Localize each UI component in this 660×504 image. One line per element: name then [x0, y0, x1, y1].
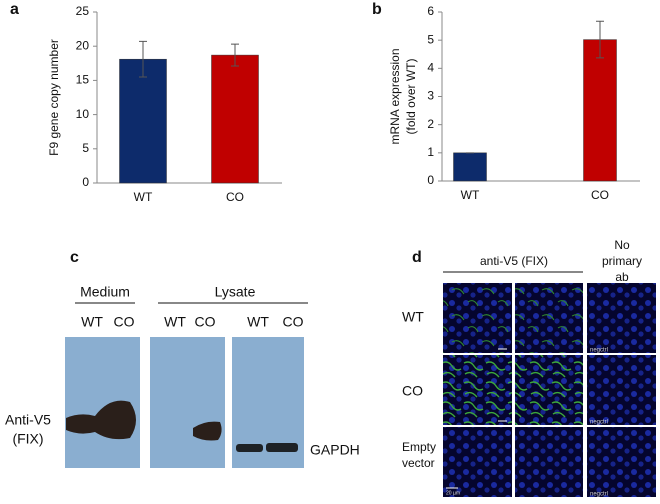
y-tick-label: 10	[76, 107, 90, 121]
panel-label: a	[10, 1, 19, 18]
blot-images	[65, 302, 308, 468]
panel-label: d	[412, 249, 422, 266]
lane-label: CO	[114, 314, 135, 330]
y-tick-label: 15	[76, 73, 90, 87]
lane-label: WT	[164, 314, 186, 330]
error-bar	[231, 43, 239, 67]
y-tick-label: 0	[82, 175, 89, 189]
row-label: vector	[402, 456, 435, 470]
column-header: No	[614, 238, 630, 252]
x-tick-label: CO	[226, 190, 244, 204]
y-tick-label: 5	[82, 141, 89, 155]
bar	[453, 152, 487, 182]
row-label: WT	[402, 309, 424, 325]
y-tick-label: 6	[427, 4, 434, 18]
bar	[583, 39, 617, 182]
y-tick-label: 0	[427, 173, 434, 187]
lane-label: WT	[247, 314, 269, 330]
image-tag: negctrl	[590, 348, 608, 354]
y-tick-label: 2	[427, 117, 434, 131]
column-header: anti-V5 (FIX)	[480, 254, 548, 268]
error-bar	[139, 40, 147, 78]
column-header: primary	[602, 254, 642, 268]
scale-bar-label: 20 µm	[446, 490, 460, 496]
antibody-label: (FIX)	[12, 431, 43, 447]
y-axis-label: (fold over WT)	[404, 58, 418, 134]
lane-label: CO	[195, 314, 216, 330]
x-tick-label: CO	[591, 188, 609, 202]
group-label: Lysate	[215, 284, 256, 300]
antibody-label: Anti-V5	[5, 412, 51, 428]
control-label: GAPDH	[310, 442, 360, 458]
bar	[119, 58, 167, 184]
column-header: ab	[615, 270, 629, 284]
y-tick-label: 4	[427, 61, 434, 75]
y-axis-label: F9 gene copy number	[47, 39, 61, 156]
x-tick-label: WT	[134, 190, 153, 204]
y-tick-label: 20	[76, 38, 90, 52]
row-label: CO	[402, 383, 423, 399]
image-tag: negctrl	[590, 492, 608, 498]
row-label: Empty	[402, 440, 436, 454]
lane-label: WT	[81, 314, 103, 330]
error-bar	[596, 20, 604, 59]
microscopy-images	[443, 271, 656, 497]
y-tick-label: 1	[427, 145, 434, 159]
y-tick-label: 3	[427, 89, 434, 103]
image-tag: negctrl	[590, 420, 608, 426]
panel-label: c	[70, 249, 79, 266]
x-tick-label: WT	[461, 188, 480, 202]
y-tick-label: 25	[76, 4, 90, 18]
group-label: Medium	[80, 284, 130, 300]
y-tick-label: 5	[427, 32, 434, 46]
panel-label: b	[372, 1, 382, 18]
y-axis-label: mRNA expression	[388, 48, 402, 144]
lane-label: CO	[283, 314, 304, 330]
bar	[211, 54, 259, 184]
